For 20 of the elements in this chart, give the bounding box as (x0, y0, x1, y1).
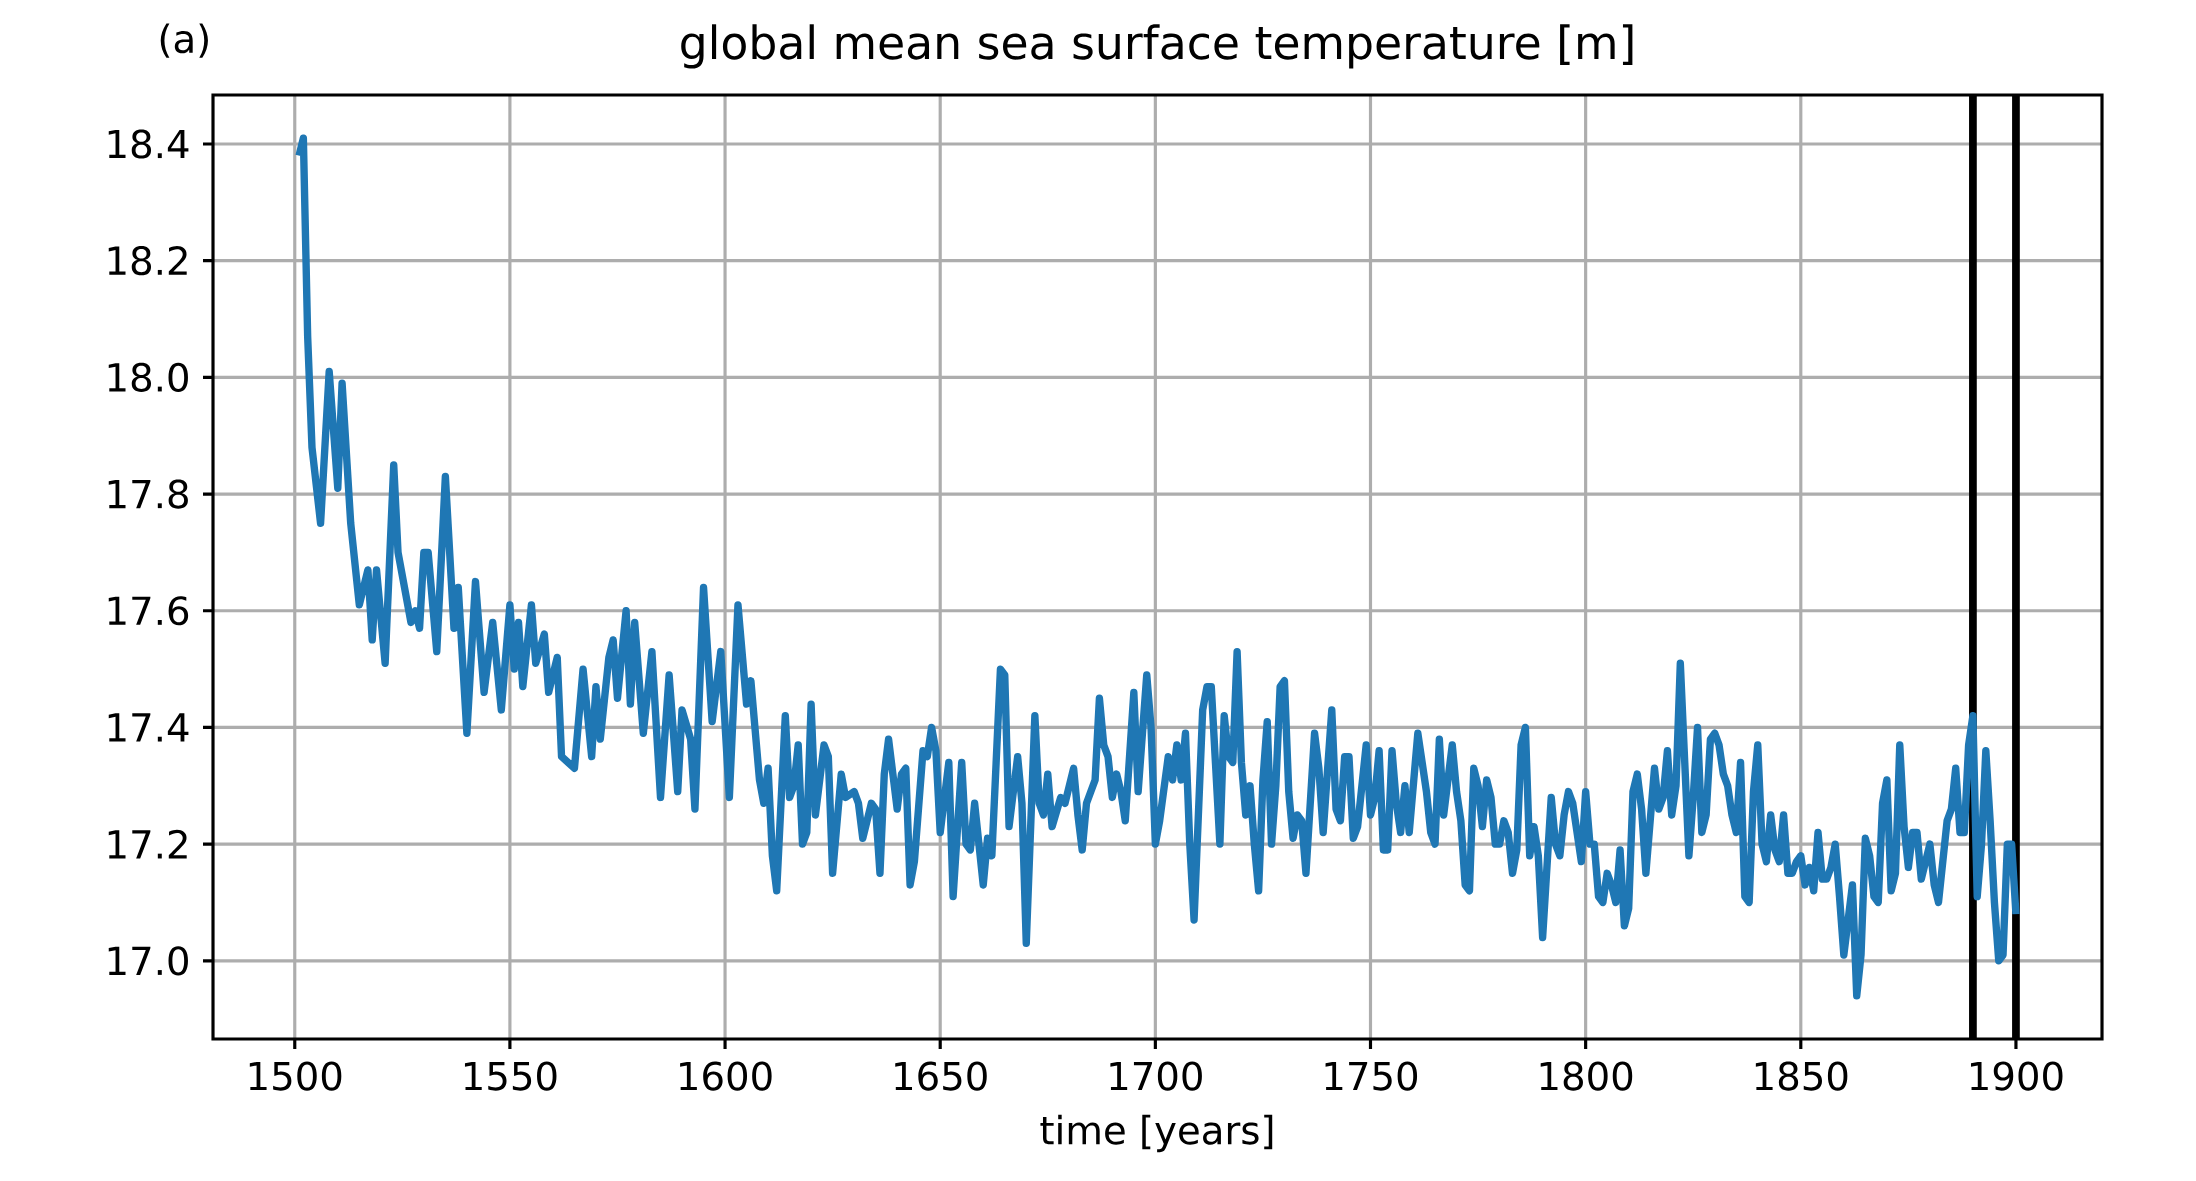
y-tick-label: 17.6 (108, 596, 189, 626)
x-tick-label: 1800 (1540, 1061, 1633, 1091)
x-axis-title: time [years] (1040, 1114, 1273, 1153)
x-tick-label: 1850 (1755, 1061, 1848, 1091)
x-tick-label: 1900 (1970, 1061, 2063, 1091)
y-tick-label: 17.8 (108, 479, 188, 509)
y-tick-label: 17.4 (108, 713, 189, 742)
x-tick-label: 1600 (680, 1061, 772, 1091)
text: (a) (160, 23, 208, 58)
x-tick-label: 1500 (249, 1061, 342, 1091)
y-tick-label: 18.0 (108, 362, 188, 392)
x-tick-label: 1650 (895, 1061, 987, 1091)
y-tick-label: 17.0 (108, 946, 188, 976)
y-tick-label: 18.4 (108, 129, 189, 159)
chart-title: global mean sea surface temperature [m] (681, 24, 1633, 69)
y-tick-label: 17.2 (108, 829, 187, 859)
y-tick-label: 18.2 (108, 246, 187, 276)
x-tick-label: 1550 (464, 1061, 557, 1091)
x-tick-label: 1750 (1325, 1061, 1418, 1091)
x-tick-label: 1700 (1110, 1061, 1202, 1091)
